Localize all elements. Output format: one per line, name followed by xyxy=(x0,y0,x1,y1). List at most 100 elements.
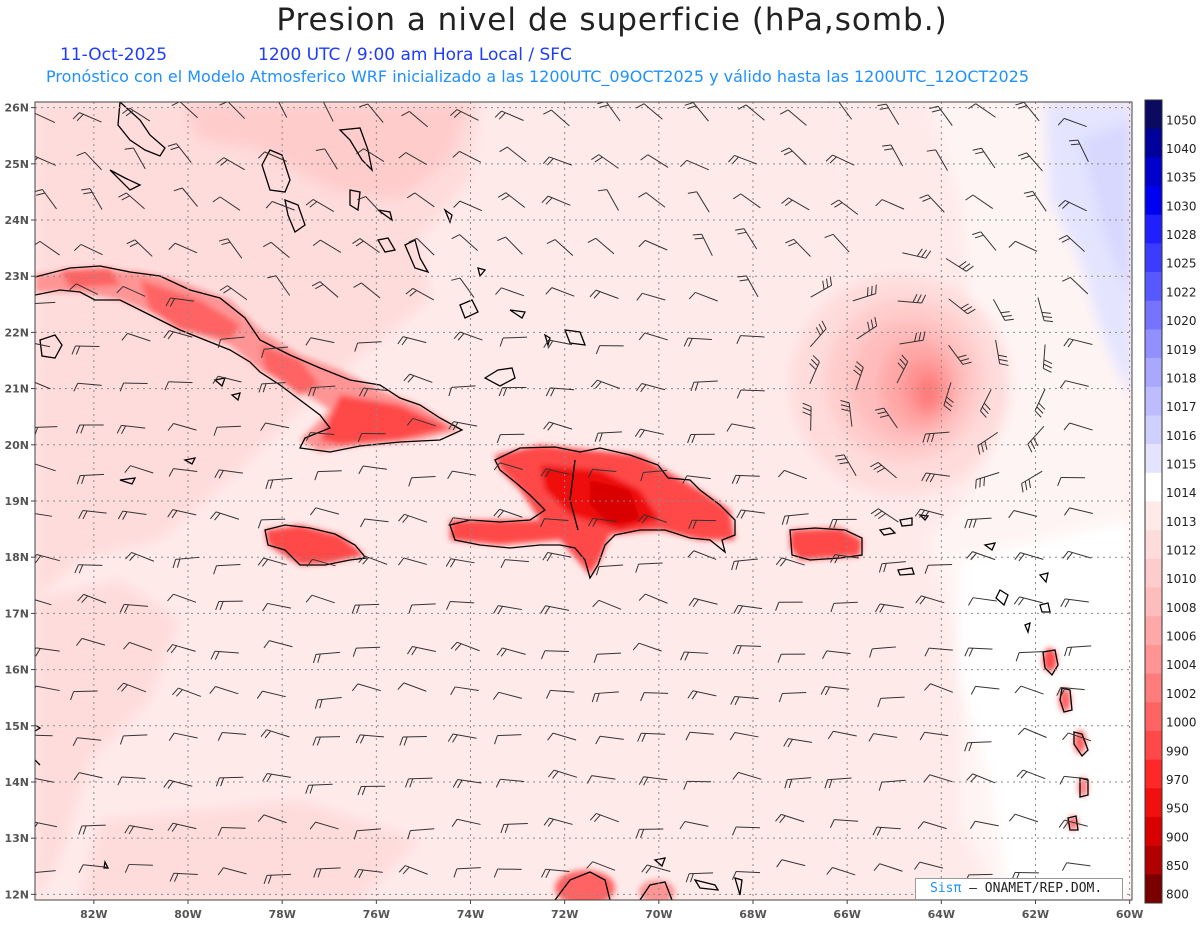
wind-barb xyxy=(407,828,435,840)
wind-barb xyxy=(736,335,765,345)
wind-barb xyxy=(779,109,807,126)
wind-barb xyxy=(494,110,524,121)
wind-barb xyxy=(948,344,972,365)
wind-barb xyxy=(122,107,151,122)
wind-barb xyxy=(1027,426,1045,453)
wind-barb xyxy=(314,697,342,709)
colorbar-swatch xyxy=(1145,300,1162,330)
wind-barb xyxy=(1062,276,1089,295)
wind-barb xyxy=(352,646,381,657)
wind-barb xyxy=(450,641,480,652)
wind-barb xyxy=(729,732,759,741)
wind-barb xyxy=(453,331,483,341)
lat-label: 17N xyxy=(4,607,29,620)
wind-barb xyxy=(448,421,478,431)
wind-barb xyxy=(587,237,615,255)
wind-barb xyxy=(119,734,148,745)
colorbar-swatch xyxy=(1145,874,1162,904)
wind-barb xyxy=(776,859,806,868)
wind-barb xyxy=(305,337,335,346)
colorbar-swatch xyxy=(1145,644,1162,674)
colorbar-swatch xyxy=(1145,100,1162,129)
wind-barb xyxy=(830,601,858,613)
wind-barb xyxy=(217,826,246,836)
wind-barb xyxy=(121,332,151,342)
wind-barb xyxy=(595,345,624,355)
wind-barb xyxy=(899,331,926,345)
wind-barb xyxy=(167,423,197,431)
wind-barb xyxy=(1060,598,1089,608)
colorbar-swatch xyxy=(1145,587,1162,617)
wind-barb xyxy=(784,777,812,789)
colorbar-swatch xyxy=(1145,386,1162,416)
wind-barb xyxy=(72,737,102,746)
colorbar-swatch xyxy=(1145,415,1162,445)
wind-barb xyxy=(943,382,954,412)
wind-barb xyxy=(215,600,243,611)
wind-barb xyxy=(1062,550,1092,560)
wind-barb xyxy=(878,561,906,573)
lon-label: 76W xyxy=(363,908,390,921)
wind-barb xyxy=(635,103,663,120)
wind-barb xyxy=(590,379,620,389)
wind-barb xyxy=(1062,732,1092,742)
wind-barb xyxy=(116,424,146,435)
wind-barb xyxy=(123,641,153,651)
colorbar-label: 1018 xyxy=(1166,371,1197,385)
colorbar-swatch xyxy=(1145,501,1162,531)
wind-barb xyxy=(685,731,714,741)
wind-barb xyxy=(453,867,481,878)
wind-barb xyxy=(595,735,624,745)
wind-barb xyxy=(874,407,898,429)
wind-barb xyxy=(964,517,992,529)
wind-barb xyxy=(541,195,571,206)
wind-barb xyxy=(406,417,436,427)
wind-barb xyxy=(493,462,523,471)
wind-barb xyxy=(547,732,577,741)
wind-barb xyxy=(322,102,334,122)
wind-barb xyxy=(877,103,900,125)
wind-barb xyxy=(1064,645,1092,657)
wind-barb xyxy=(683,780,712,790)
wind-barb xyxy=(214,469,243,479)
wind-barb xyxy=(542,156,572,166)
wind-barb xyxy=(257,518,286,529)
wind-barb xyxy=(451,818,481,827)
wind-barb xyxy=(75,424,104,434)
wind-barb xyxy=(873,863,903,872)
wind-barb xyxy=(169,872,198,882)
wind-barb xyxy=(1063,422,1093,431)
wind-barb xyxy=(775,557,805,567)
colorbar-label: 1014 xyxy=(1166,486,1197,500)
wind-barb xyxy=(589,812,619,823)
lon-label: 62W xyxy=(1022,908,1049,921)
wind-barb xyxy=(354,869,383,879)
wind-barb xyxy=(309,507,340,516)
wind-barb xyxy=(964,647,993,657)
wind-barb xyxy=(405,287,435,301)
sisp-logo-pi: π xyxy=(953,881,962,896)
wind-barb xyxy=(730,695,759,706)
colorbar-swatch xyxy=(1145,702,1162,732)
wind-barb xyxy=(638,332,668,341)
wind-barb xyxy=(923,774,953,783)
wind-barb xyxy=(1015,102,1040,122)
wind-barb xyxy=(493,508,523,518)
wind-barb xyxy=(261,346,288,359)
wind-barb xyxy=(680,159,709,171)
wind-barb xyxy=(968,103,996,118)
colorbar-swatch xyxy=(1145,444,1162,474)
wind-barb xyxy=(452,150,482,163)
wind-barb xyxy=(1056,686,1085,697)
wind-barb xyxy=(309,821,339,830)
wind-barb xyxy=(682,475,711,484)
wind-barb xyxy=(736,509,765,519)
wind-barb xyxy=(540,518,569,528)
colorbar-label: 1025 xyxy=(1166,257,1197,271)
wind-barb xyxy=(168,732,198,741)
colorbar-swatch xyxy=(1145,186,1162,216)
wind-barb xyxy=(118,192,145,210)
wind-barb xyxy=(809,355,820,384)
wind-barb xyxy=(314,470,342,481)
